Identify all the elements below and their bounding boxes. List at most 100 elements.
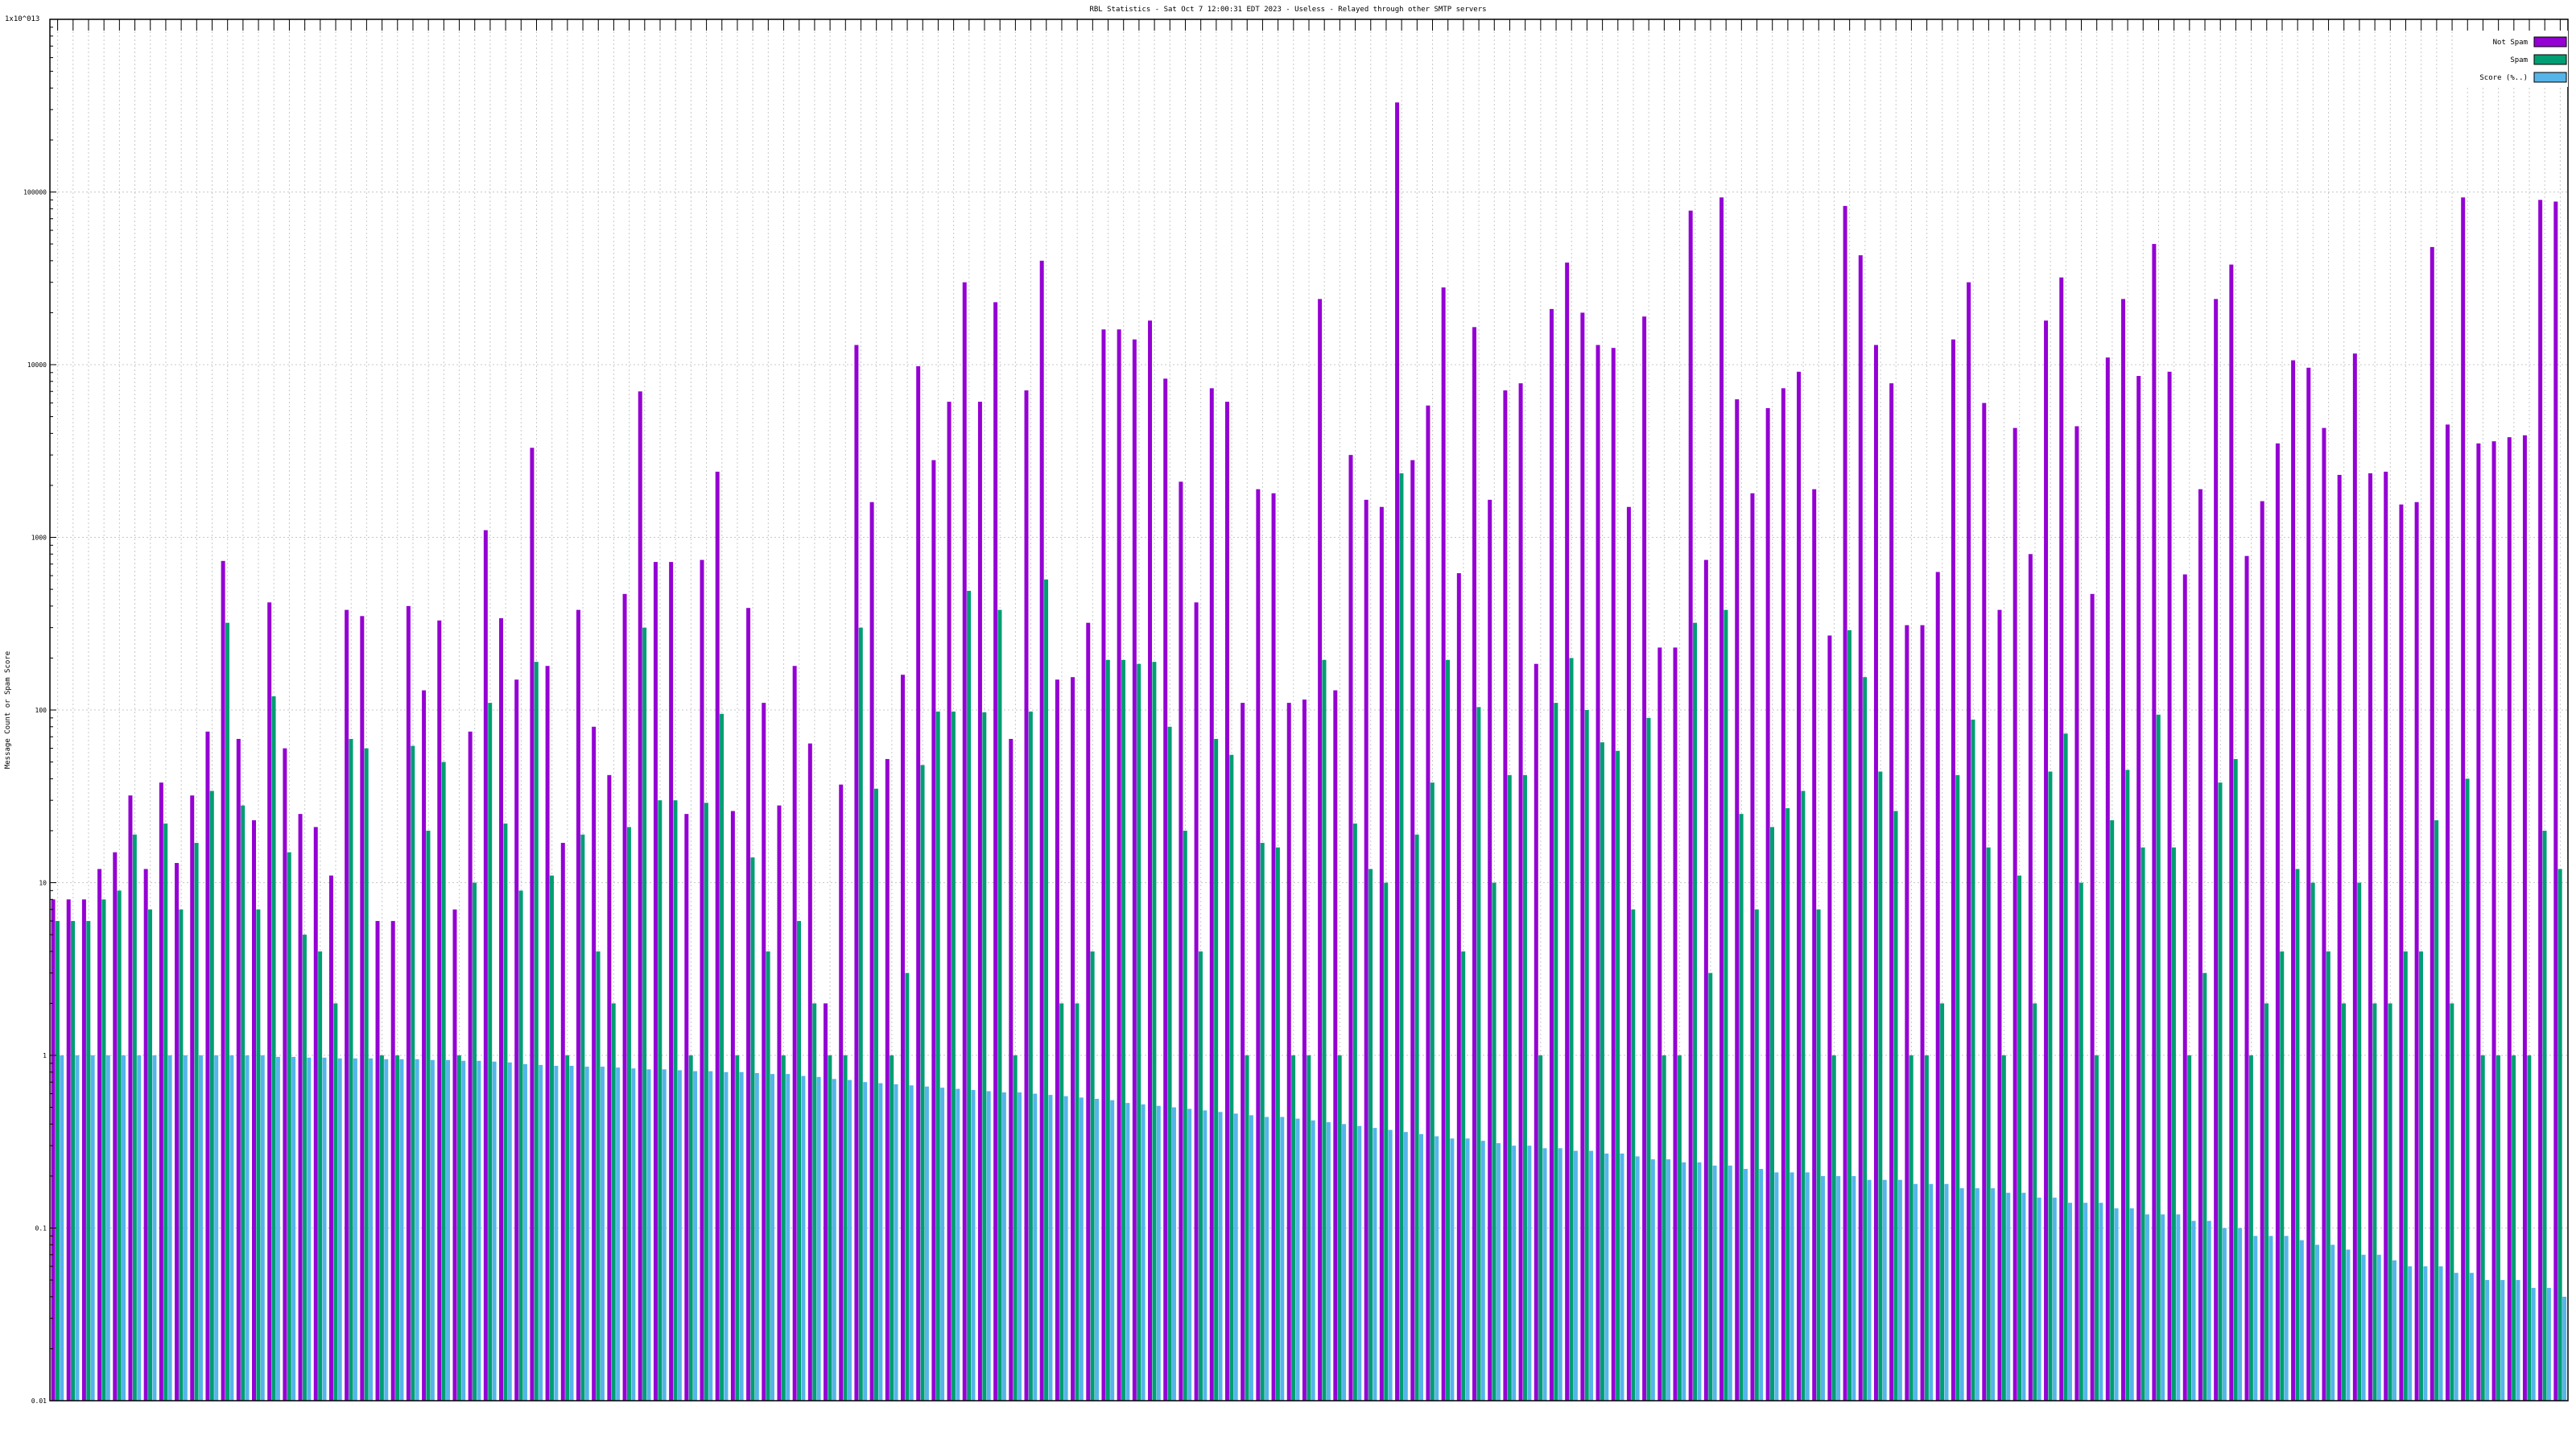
- bar-not-spam: [51, 899, 56, 1401]
- bar-not-spam: [1456, 573, 1461, 1401]
- bar-not-spam: [1256, 489, 1261, 1402]
- bar-not-spam: [1905, 625, 1909, 1401]
- bars: [51, 102, 2567, 1402]
- bar-spam: [364, 748, 369, 1401]
- bar-score: [522, 1063, 527, 1401]
- bar-score: [183, 1055, 188, 1401]
- bar-spam: [1028, 711, 1033, 1401]
- bar-not-spam: [2384, 471, 2388, 1401]
- bar-not-spam: [267, 602, 272, 1401]
- bar-score: [1480, 1141, 1485, 1401]
- bar-spam: [333, 1003, 338, 1401]
- bar-spam: [518, 890, 523, 1401]
- bar-score: [2392, 1260, 2396, 1401]
- bar-score: [384, 1059, 389, 1401]
- bar-score: [430, 1059, 435, 1401]
- bar-not-spam: [1086, 622, 1091, 1401]
- bar-not-spam: [2414, 502, 2419, 1401]
- bar-spam: [2264, 1003, 2269, 1401]
- y-tick-label: 0.1: [35, 1225, 47, 1232]
- bar-not-spam: [1534, 663, 1538, 1401]
- bar-not-spam: [1441, 287, 1446, 1401]
- bar-spam: [565, 1055, 570, 1401]
- bar-score: [477, 1060, 481, 1401]
- bar-not-spam: [1241, 703, 1245, 1401]
- bar-score: [245, 1055, 250, 1401]
- bar-spam: [2156, 714, 2161, 1401]
- bar-spam: [1167, 726, 1172, 1401]
- bar-not-spam: [1549, 308, 1554, 1401]
- bar-spam: [2079, 882, 2083, 1401]
- bar-spam: [1446, 659, 1450, 1401]
- bar-score: [2516, 1280, 2520, 1401]
- bar-not-spam: [1797, 371, 1801, 1401]
- bar-score: [260, 1055, 265, 1401]
- bar-score: [198, 1055, 203, 1401]
- bar-score: [1048, 1095, 1053, 1401]
- bar-not-spam: [97, 869, 102, 1401]
- bar-spam: [873, 788, 878, 1401]
- bar-score: [1650, 1159, 1655, 1401]
- bar-not-spam: [1735, 399, 1740, 1401]
- bar-spam: [890, 1055, 894, 1401]
- legend-swatch-score: [2533, 72, 2567, 83]
- bar-score: [1805, 1172, 1810, 1401]
- bar-score: [507, 1062, 512, 1401]
- bar-not-spam: [2214, 299, 2219, 1401]
- bar-not-spam: [1271, 493, 1276, 1401]
- bar-not-spam: [2275, 443, 2280, 1402]
- bar-not-spam: [653, 562, 658, 1401]
- bar-not-spam: [638, 391, 642, 1402]
- bar-spam: [2512, 1055, 2516, 1401]
- bar-spam: [456, 1055, 461, 1401]
- bar-score: [631, 1068, 636, 1401]
- bar-not-spam: [1117, 329, 1121, 1401]
- bar-spam: [1414, 834, 1419, 1401]
- bar-score: [1604, 1153, 1609, 1401]
- bar-not-spam: [2337, 474, 2342, 1401]
- bar-score: [337, 1058, 342, 1401]
- y-tick-label: 1000: [31, 535, 47, 542]
- bar-not-spam: [1194, 602, 1199, 1401]
- bar-score: [2438, 1266, 2443, 1401]
- bar-score: [1265, 1117, 1269, 1401]
- bar-spam: [2419, 951, 2423, 1401]
- bar-not-spam: [468, 731, 473, 1401]
- bar-not-spam: [2522, 435, 2527, 1402]
- bar-not-spam: [1348, 455, 1353, 1401]
- bar-spam: [935, 711, 940, 1401]
- bar-not-spam: [499, 617, 504, 1401]
- bar-spam: [2310, 882, 2315, 1401]
- bar-score: [2346, 1249, 2351, 1401]
- bar-not-spam: [1611, 348, 1616, 1402]
- bar-spam: [735, 1055, 740, 1401]
- bar-not-spam: [1379, 506, 1384, 1401]
- bar-spam: [658, 800, 663, 1401]
- bar-score: [1465, 1138, 1470, 1401]
- bar-spam: [1090, 951, 1095, 1401]
- bar-not-spam: [175, 863, 180, 1401]
- legend-label-score: Score (%..): [2479, 74, 2528, 82]
- bar-spam: [1137, 663, 1141, 1401]
- bar-score: [1435, 1136, 1439, 1401]
- bar-not-spam: [298, 814, 303, 1401]
- bar-not-spam: [730, 811, 735, 1401]
- bar-spam: [2048, 771, 2053, 1401]
- bar-spam: [982, 712, 987, 1401]
- bar-score: [1589, 1150, 1594, 1401]
- bar-not-spam: [66, 899, 71, 1401]
- bar-spam: [441, 762, 446, 1401]
- bar-not-spam: [777, 805, 782, 1401]
- bar-spam: [241, 805, 246, 1401]
- bar-score: [1959, 1188, 1964, 1401]
- bar-not-spam: [746, 608, 751, 1401]
- bar-score: [1125, 1103, 1130, 1401]
- bar-not-spam: [2260, 501, 2264, 1401]
- bar-score: [1295, 1118, 1300, 1401]
- bar-score: [940, 1088, 945, 1401]
- bar-not-spam: [684, 814, 689, 1401]
- bar-spam: [1522, 774, 1527, 1401]
- bar-score: [492, 1061, 497, 1401]
- bar-spam: [642, 627, 647, 1401]
- bar-spam: [71, 921, 76, 1401]
